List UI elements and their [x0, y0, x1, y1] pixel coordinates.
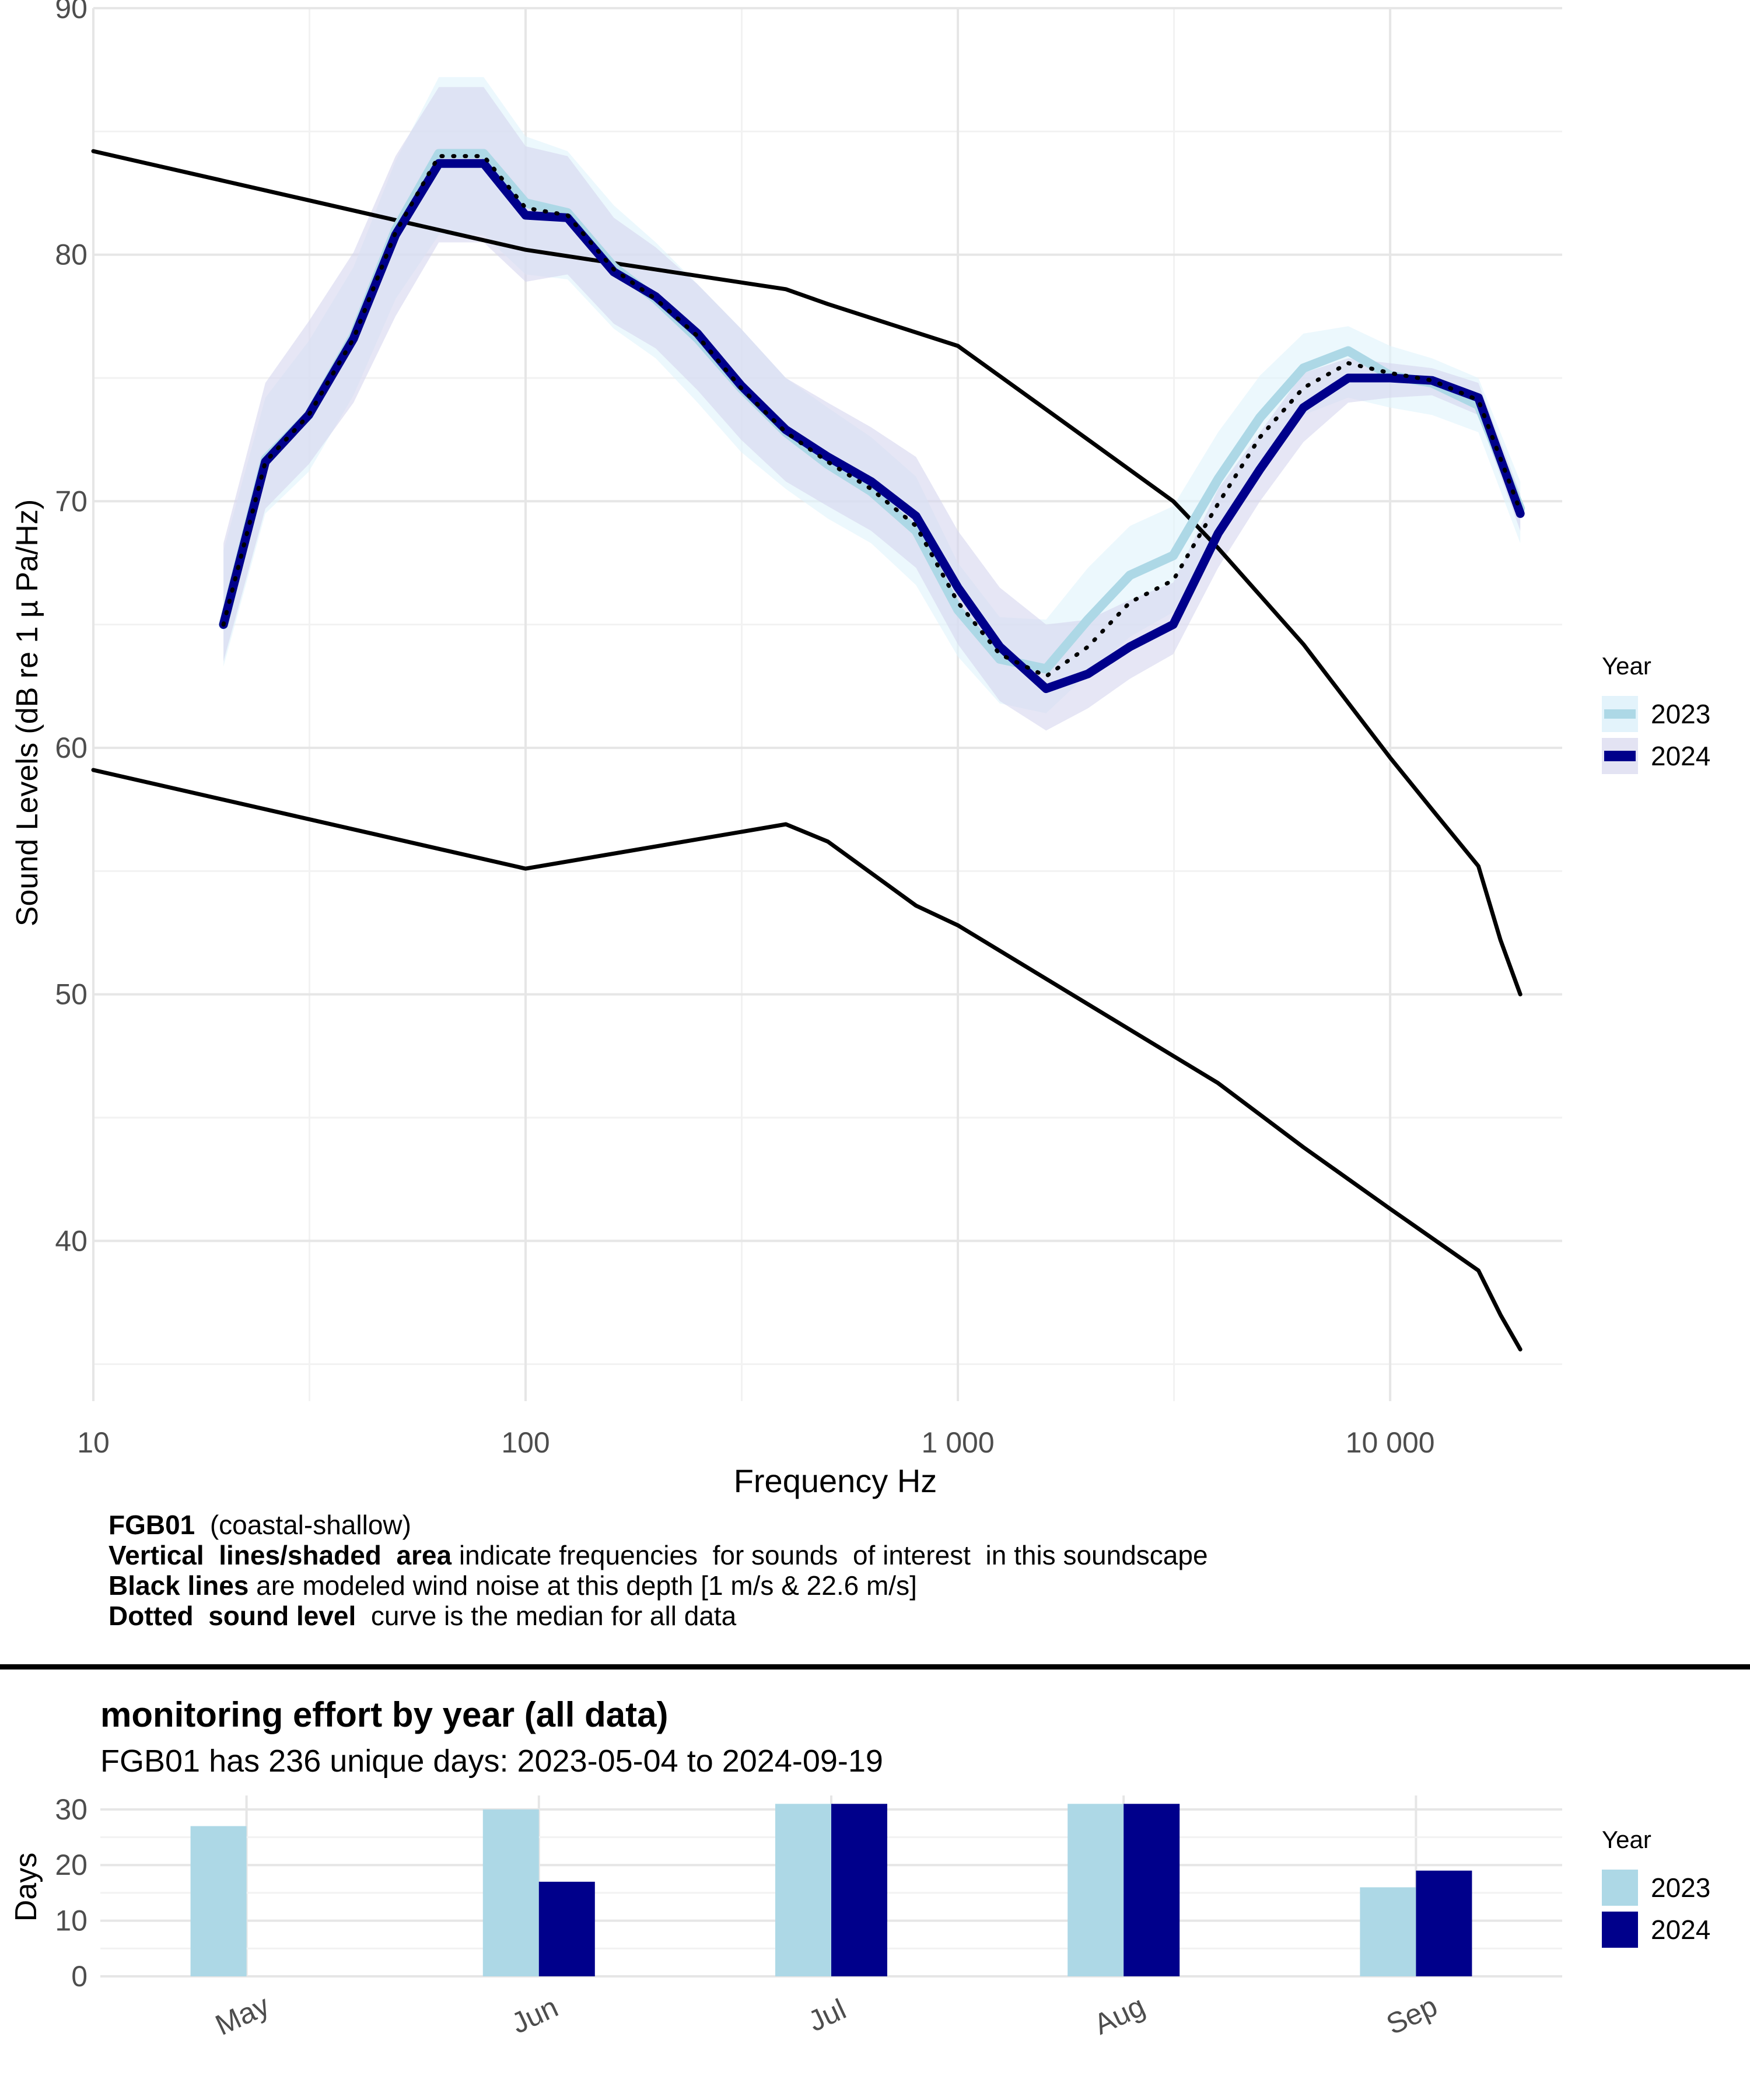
effort-bar-2023-sep: [1360, 1887, 1416, 1976]
main-y-tick-label: 90: [55, 0, 88, 24]
effort-bar-2024-sep: [1416, 1870, 1472, 1976]
effort-bar-2024-aug: [1124, 1804, 1180, 1976]
effort-x-tick-label: Jun: [506, 1990, 563, 2040]
main-legend-label-2023: 2023: [1651, 699, 1711, 729]
series-line-2023: [219, 149, 1525, 674]
effort-bar-2024-jul: [831, 1804, 887, 1976]
main-y-tick-label: 80: [55, 239, 88, 271]
main-legend-item-2024: 2024: [1602, 735, 1710, 777]
main-x-tick-label: 1 000: [922, 1426, 995, 1459]
effort-y-tick-label: 30: [55, 1793, 88, 1826]
effort-bar-2023-jul: [775, 1804, 831, 1976]
effort-y-tick-label: 10: [55, 1905, 88, 1937]
main-legend-key-2024: [1602, 738, 1638, 774]
effort-x-tick-label: Sep: [1381, 1989, 1442, 2041]
main-legend-key-2023: [1602, 696, 1638, 732]
main-y-tick-label: 50: [55, 978, 88, 1011]
main-y-axis-title: Sound Levels (dB re 1 µ Pa/Hz): [10, 499, 44, 926]
series-line-2024: [219, 159, 1525, 693]
effort-bar-2023-jun: [482, 1809, 539, 1976]
effort-bars: [190, 1804, 1472, 1976]
effort-axis-labels: 0 10 20 30 May Jun Jul Aug Sep: [55, 1793, 1442, 2042]
effort-x-tick-label: May: [211, 1989, 274, 2042]
main-gridlines: [92, 7, 1562, 1401]
effort-legend-label-2024: 2024: [1651, 1915, 1711, 1945]
series-line-wind-noise-22.6-m-s: [91, 149, 1522, 997]
main-legend: Year 2023 2024: [1602, 652, 1710, 777]
main-y-tick-label: 60: [55, 732, 88, 764]
main-legend-title: Year: [1602, 652, 1651, 680]
effort-legend-item-2023: 2023: [1602, 1867, 1710, 1909]
monitoring-effort-chart: 0 10 20 30 May Jun Jul Aug Sep Days: [9, 1793, 1562, 2042]
series-line-wind-noise-1-m-s: [91, 768, 1522, 1352]
effort-bar-2023-may: [190, 1826, 247, 1976]
effort-legend-key-2024: [1602, 1912, 1638, 1948]
effort-y-tick-label: 20: [55, 1849, 88, 1881]
figure-caption: FGB01 (coastal-shallow) Vertical lines/s…: [108, 1510, 1208, 1631]
caption-line-1: FGB01 (coastal-shallow): [108, 1510, 411, 1540]
main-axis-labels: 10 100 1 000 10 000 40 50 60 70 80 90: [55, 0, 1434, 1459]
effort-legend-item-2024: 2024: [1602, 1909, 1710, 1951]
main-x-axis-title: Frequency Hz: [734, 1462, 937, 1499]
main-y-tick-label: 70: [55, 485, 88, 517]
main-x-tick-label: 10 000: [1346, 1426, 1435, 1459]
caption-line-2: Vertical lines/shaded area indicate freq…: [108, 1540, 1208, 1570]
main-confidence-bands: [223, 77, 1521, 731]
effort-bar-2024-jun: [538, 1881, 595, 1976]
effort-bar-2023-aug: [1068, 1804, 1124, 1976]
main-series-lines: [91, 149, 1525, 1352]
effort-legend-label-2023: 2023: [1651, 1873, 1711, 1903]
main-legend-item-2023: 2023: [1602, 693, 1710, 735]
section-divider: [0, 1664, 1750, 1670]
caption-line-4: Dotted sound level curve is the median f…: [108, 1601, 737, 1631]
effort-x-tick-label: Jul: [803, 1993, 851, 2038]
effort-x-tick-label: Aug: [1089, 1989, 1150, 2041]
effort-chart-title: monitoring effort by year (all data): [100, 1695, 668, 1734]
main-x-tick-label: 100: [501, 1426, 550, 1459]
sound-level-chart: 10 100 1 000 10 000 40 50 60 70 80 90 Frequency H…: [10, 0, 1562, 1499]
effort-legend-key-2023: [1602, 1870, 1638, 1906]
effort-chart-subtitle: FGB01 has 236 unique days: 2023-05-04 to…: [100, 1744, 883, 1779]
effort-legend-title: Year: [1602, 1826, 1651, 1853]
main-x-tick-label: 10: [77, 1426, 110, 1459]
effort-legend: Year 2023 2024: [1602, 1826, 1710, 1951]
effort-y-tick-label: 0: [71, 1960, 88, 1993]
main-legend-label-2024: 2024: [1651, 741, 1711, 771]
effort-y-axis-title: Days: [9, 1853, 43, 1922]
caption-line-3: Black lines are modeled wind noise at th…: [108, 1570, 917, 1601]
series-line-median-all-data-: [221, 154, 1522, 678]
main-y-tick-label: 40: [55, 1224, 88, 1257]
